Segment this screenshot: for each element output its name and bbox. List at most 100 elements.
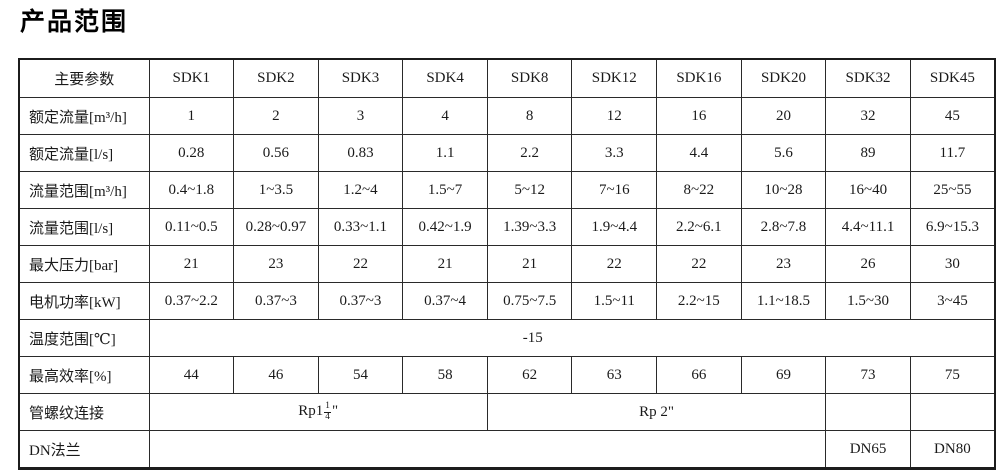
row-pipe-thread-connection: 管螺纹连接 Rp1 1 4 " Rp 2" [18,393,996,431]
cell: 3.3 [571,134,658,172]
cell: 66 [656,356,742,394]
cell: 0.28~0.97 [233,208,319,246]
cell: 22 [571,245,658,283]
row-label: 额定流量[m³/h] [18,97,150,135]
cell: 22 [656,245,742,283]
cell: 4.4~11.1 [825,208,911,246]
row-label: 最高效率[%] [18,356,150,394]
row-dn-flange: DN法兰 DN65 DN80 [18,430,996,469]
page-title: 产品范围 [20,8,129,36]
cell: 1.2~4 [317,171,404,209]
cell: 5~12 [486,171,573,209]
row-max-efficiency: 最高效率[%] 44 46 54 58 62 63 66 69 73 75 [18,356,996,394]
dn65-cell: DN65 [825,430,911,469]
header-sdk32: SDK32 [825,58,911,98]
cell: 3 [317,97,404,135]
cell: 7~16 [571,171,658,209]
cell: 4 [402,97,488,135]
row-flow-range-m3h: 流量范围[m³/h] 0.4~1.8 1~3.5 1.2~4 1.5~7 5~1… [18,171,996,209]
row-label: 流量范围[m³/h] [18,171,150,209]
cell: 1~3.5 [233,171,319,209]
thread-large-cell: Rp 2" [486,393,827,431]
cell: 0.75~7.5 [486,282,573,320]
header-row: 主要参数 SDK1 SDK2 SDK3 SDK4 SDK8 SDK12 SDK1… [18,58,996,98]
cell: 16~40 [825,171,911,209]
row-flow-range-ls: 流量范围[l/s] 0.11~0.5 0.28~0.97 0.33~1.1 0.… [18,208,996,246]
cell: 25~55 [909,171,996,209]
thread-small-cell: Rp1 1 4 " [148,393,488,431]
cell: 1.1 [402,134,488,172]
empty-cell [825,393,911,431]
header-sdk16: SDK16 [656,58,742,98]
cell: 62 [486,356,573,394]
cell: 1.9~4.4 [571,208,658,246]
header-main-params: 主要参数 [18,58,150,98]
cell: 54 [317,356,404,394]
cell: 2.2 [486,134,573,172]
cell: 2 [233,97,319,135]
header-sdk20: SDK20 [740,58,827,98]
cell: 0.28 [148,134,235,172]
row-rated-flow-ls: 额定流量[l/s] 0.28 0.56 0.83 1.1 2.2 3.3 4.4… [18,134,996,172]
row-label: 最大压力[bar] [18,245,150,283]
row-label: 额定流量[l/s] [18,134,150,172]
cell: 1 [148,97,235,135]
cell: 44 [148,356,235,394]
cell: 0.37~3 [317,282,404,320]
cell: 89 [825,134,911,172]
cell: 0.33~1.1 [317,208,404,246]
cell: 0.42~1.9 [402,208,488,246]
cell: 22 [317,245,404,283]
dn80-cell: DN80 [909,430,996,469]
cell: 30 [909,245,996,283]
row-temperature-range: 温度范围[℃] -15 [18,319,996,357]
cell: 21 [402,245,488,283]
header-sdk45: SDK45 [909,58,996,98]
row-label: 流量范围[l/s] [18,208,150,246]
cell: 2.8~7.8 [740,208,827,246]
row-motor-power: 电机功率[kW] 0.37~2.2 0.37~3 0.37~3 0.37~4 0… [18,282,996,320]
thread-small-pre: Rp1 [298,402,324,419]
row-label: 管螺纹连接 [18,393,150,431]
cell: 0.37~2.2 [148,282,235,320]
cell: 1.5~7 [402,171,488,209]
cell: 75 [909,356,996,394]
cell: 21 [486,245,573,283]
cell: 3~45 [909,282,996,320]
row-label: 温度范围[℃] [18,319,150,357]
cell: 46 [233,356,319,394]
cell: 11.7 [909,134,996,172]
header-sdk12: SDK12 [571,58,658,98]
cell: 0.83 [317,134,404,172]
cell: 58 [402,356,488,394]
thread-small-post: " [331,402,339,419]
product-range-table: 主要参数 SDK1 SDK2 SDK3 SDK4 SDK8 SDK12 SDK1… [18,58,996,470]
header-sdk2: SDK2 [233,58,319,98]
cell: 20 [740,97,827,135]
cell: 63 [571,356,658,394]
cell: 16 [656,97,742,135]
cell: 5.6 [740,134,827,172]
cell: 23 [740,245,827,283]
cell: 4.4 [656,134,742,172]
empty-span-cell [148,430,827,469]
header-sdk1: SDK1 [148,58,235,98]
cell: 6.9~15.3 [909,208,996,246]
header-sdk3: SDK3 [317,58,404,98]
cell: 26 [825,245,911,283]
row-rated-flow-m3h: 额定流量[m³/h] 1 2 3 4 8 12 16 20 32 45 [18,97,996,135]
cell: 8 [486,97,573,135]
cell: 0.37~3 [233,282,319,320]
cell: 0.37~4 [402,282,488,320]
cell: 1.5~11 [571,282,658,320]
cell: 2.2~15 [656,282,742,320]
cell: 23 [233,245,319,283]
header-sdk8: SDK8 [486,58,573,98]
cell: 8~22 [656,171,742,209]
cell: 45 [909,97,996,135]
cell: 1.1~18.5 [740,282,827,320]
cell: 32 [825,97,911,135]
cell: 1.39~3.3 [486,208,573,246]
